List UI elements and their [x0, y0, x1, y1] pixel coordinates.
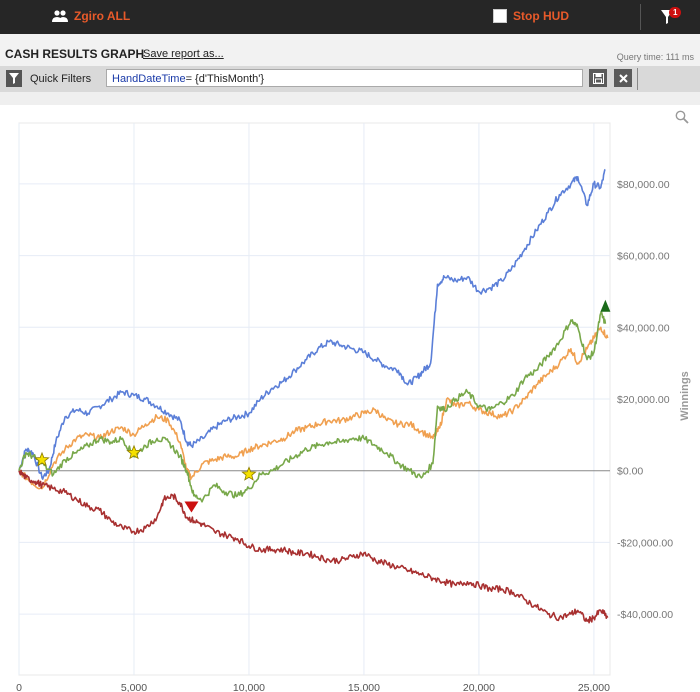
header-spacer — [0, 92, 700, 105]
star-marker — [126, 444, 142, 460]
filter-count-badge: 1 — [669, 7, 682, 18]
series-line-1 — [18, 168, 606, 480]
page-title: CASH RESULTS GRAPH — [5, 47, 145, 61]
stop-hud-checkbox[interactable] — [493, 9, 507, 23]
save-filter-button[interactable] — [589, 69, 607, 87]
quick-filter-bar: Quick Filters HandDateTime= {d'ThisMonth… — [0, 66, 700, 92]
y-tick-label: $80,000.00 — [617, 179, 670, 191]
y-tick-label: $20,000.00 — [617, 394, 670, 406]
zoom-button[interactable] — [675, 110, 689, 129]
y-tick-label: $0.00 — [617, 466, 643, 478]
clear-filter-button[interactable] — [614, 69, 632, 87]
triangle-down-marker — [184, 501, 199, 513]
close-icon — [618, 73, 628, 83]
top-bar: Zgiro ALL Stop HUD 1 — [0, 0, 700, 34]
star-marker — [241, 466, 257, 481]
topbar-divider — [640, 4, 641, 30]
filterbar-divider — [637, 68, 638, 90]
series-line-3 — [18, 310, 607, 503]
user-selector[interactable]: Zgiro ALL — [52, 9, 130, 23]
y-axis-label: Winnings — [679, 371, 691, 420]
y-tick-label: -$20,000.00 — [617, 537, 673, 549]
stop-hud-label: Stop HUD — [513, 9, 569, 23]
x-tick-label: 15,000 — [348, 682, 380, 692]
cash-results-chart: 0 5,000 10,000 15,000 20,000 25,000 $80,000.00… — [16, 122, 691, 692]
query-time: Query time: 111 ms — [616, 52, 694, 62]
filter-expression-value: = {d'ThisMonth'} — [185, 73, 265, 85]
stop-hud-toggle[interactable]: Stop HUD — [493, 9, 569, 23]
x-tick-label: 10,000 — [233, 682, 265, 692]
y-tick-label: $40,000.00 — [617, 322, 670, 334]
series-line-4 — [18, 469, 609, 624]
funnel-icon — [9, 73, 19, 84]
filter-notification-button[interactable]: 1 — [660, 7, 682, 30]
star-marker — [34, 451, 50, 467]
y-tick-label: $60,000.00 — [617, 251, 670, 263]
x-tick-label: 20,000 — [463, 682, 495, 692]
users-icon — [52, 10, 68, 22]
quick-filter-button[interactable] — [6, 70, 22, 87]
user-label: Zgiro ALL — [74, 9, 131, 23]
x-tick-label: 5,000 — [121, 682, 147, 692]
series-line-2 — [18, 326, 609, 490]
filter-expression-keyword: HandDateTime — [112, 73, 186, 85]
triangle-up-marker — [600, 299, 611, 312]
magnifier-icon — [675, 110, 689, 124]
x-tick-label: 25,000 — [578, 682, 610, 692]
floppy-disk-icon — [592, 72, 604, 84]
x-tick-label: 0 — [16, 682, 22, 692]
report-header: CASH RESULTS GRAPH Save report as... Que… — [0, 34, 700, 66]
quick-filters-label: Quick Filters — [30, 73, 92, 85]
filter-expression-input[interactable]: HandDateTime= {d'ThisMonth'} — [106, 69, 583, 87]
save-report-link[interactable]: Save report as... — [143, 48, 224, 60]
y-tick-label: -$40,000.00 — [617, 609, 673, 621]
